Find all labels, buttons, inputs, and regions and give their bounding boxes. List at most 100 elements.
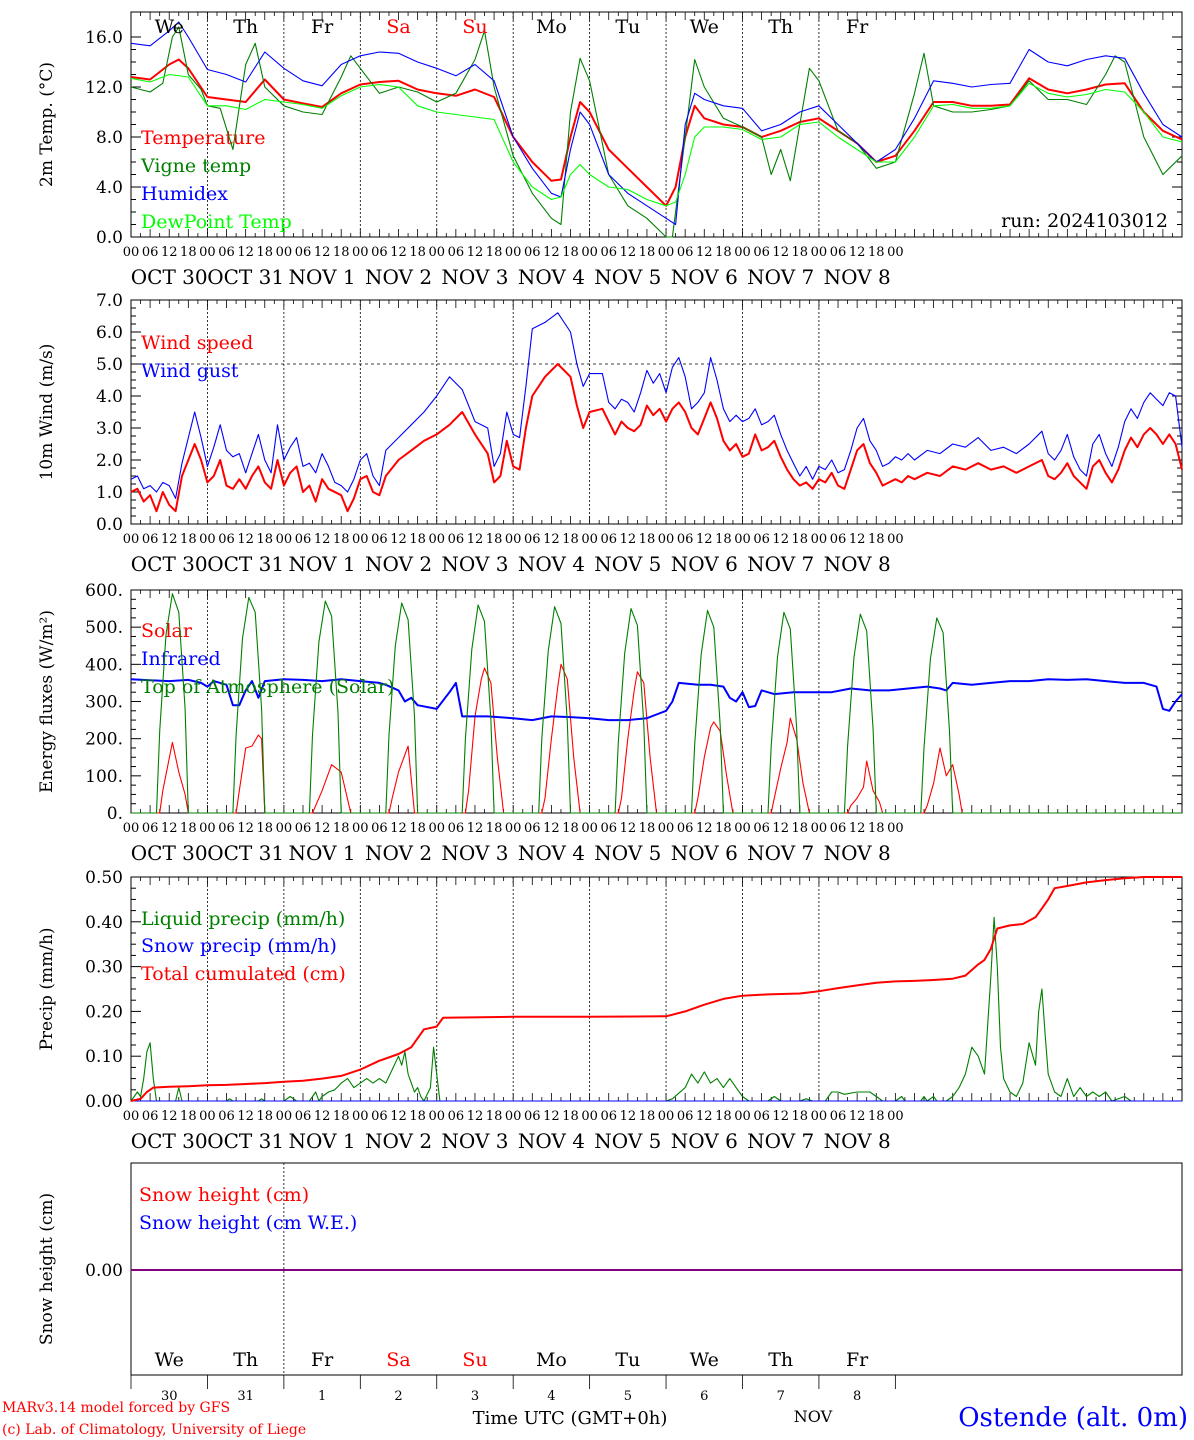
weekday-label: Fr [311,1349,334,1371]
hour-label: 00 [811,532,828,547]
weekday-label: Tu [615,16,640,38]
hour-label: 18 [486,245,503,260]
hour-label: 12 [620,532,637,547]
hour-label: 06 [524,1109,541,1124]
hour-label: 00 [658,245,675,260]
hour-label: 06 [524,821,541,836]
hour-label: 12 [696,532,713,547]
hour-label: 18 [792,532,809,547]
hour-label: 00 [581,1109,598,1124]
hour-label: 18 [256,821,273,836]
panel-axes: 0. 100. 200. 300. 400. 500. 600. Energy fluxes … [37,581,1183,824]
hour-label: 12 [620,1109,637,1124]
date-label: NOV 5 [594,552,661,576]
series-line-top-of-atmosphere-solar- [131,593,1182,814]
hour-label: 06 [524,532,541,547]
hour-label: 18 [486,1109,503,1124]
hour-label: 12 [543,245,560,260]
date-label: OCT 31 [207,265,284,289]
legend-entry: Humidex [141,183,228,205]
y-tick-label: 0.00 [85,1261,123,1281]
hour-label: 12 [237,1109,254,1124]
month-label: NOV [794,1407,833,1426]
hour-label: 00 [276,532,293,547]
hour-label: 06 [295,821,312,836]
y-tick-label: 600. [85,581,123,601]
hour-label: 00 [123,245,140,260]
day-number-label: 31 [237,1389,254,1404]
hour-label: 18 [180,245,197,260]
day-number-label: 8 [853,1389,861,1404]
hour-label: 00 [123,821,140,836]
hour-label: 06 [830,245,847,260]
hour-label: 12 [467,1109,484,1124]
hour-label: 12 [161,245,178,260]
hour-label: 18 [256,1109,273,1124]
hour-label: 12 [620,821,637,836]
legend-entry: Snow precip (mm/h) [141,935,337,957]
date-label: OCT 30 [131,552,208,576]
run-annotation: run: 2024103012 [1001,210,1168,232]
date-label: NOV 1 [289,1129,356,1153]
hour-label: 00 [428,821,445,836]
hour-label: 12 [390,532,407,547]
hour-label: 12 [849,821,866,836]
hour-label: 12 [161,1109,178,1124]
day-number-label: 6 [700,1389,708,1404]
y-tick-label: 100. [85,767,123,787]
series-line-dewpoint-temp [130,73,1183,207]
hour-label: 00 [581,245,598,260]
hour-label: 12 [772,245,789,260]
series-line-wind-speed [130,363,1183,513]
date-label: OCT 31 [207,552,284,576]
hour-label: 06 [753,245,770,260]
y-tick-label: 0.30 [85,958,123,978]
legend-entry: Total cumulated (cm) [141,963,346,985]
date-label: NOV 5 [594,841,661,865]
hour-label: 06 [753,821,770,836]
date-label: NOV 5 [594,265,661,289]
series-line-temperature [130,58,1183,207]
hour-label: 06 [371,1109,388,1124]
weekday-label: We [690,1349,719,1371]
hour-label: 00 [352,1109,369,1124]
hour-label: 00 [581,532,598,547]
hour-label: 06 [448,821,465,836]
hour-label: 18 [639,532,656,547]
hour-label: 06 [677,245,694,260]
y-axis-label: 10m Wind (m/s) [37,344,57,481]
hour-label: 00 [734,821,751,836]
y-tick-label: 12.0 [85,78,123,98]
hour-label: 00 [199,532,216,547]
hour-label: 12 [314,1109,331,1124]
hour-label: 00 [887,532,904,547]
date-label: NOV 8 [824,841,891,865]
hour-label: 06 [830,821,847,836]
legend-entry: Wind gust [141,360,239,382]
date-label: NOV 2 [365,1129,432,1153]
date-label: NOV 4 [518,1129,585,1153]
hour-label: 18 [180,821,197,836]
series-line-infrared [130,678,1183,722]
hour-label: 18 [409,1109,426,1124]
hour-label: 06 [600,821,617,836]
hour-label: 06 [218,532,235,547]
hour-label: 18 [333,821,350,836]
hour-label: 00 [123,532,140,547]
hour-label: 18 [486,821,503,836]
y-tick-label: 5.0 [96,355,123,375]
hour-label: 06 [218,1109,235,1124]
hour-label: 06 [677,1109,694,1124]
hour-label: 06 [371,821,388,836]
date-label: NOV 4 [518,552,585,576]
y-tick-label: 6.0 [96,323,123,343]
hour-label: 18 [562,1109,579,1124]
weekday-label: We [155,16,184,38]
hour-label: 12 [696,1109,713,1124]
weekday-label: Su [462,16,487,38]
weekday-label: Th [768,1349,793,1371]
hour-label: 06 [448,532,465,547]
hour-label: 00 [276,245,293,260]
hour-label: 18 [180,532,197,547]
hour-label: 18 [792,821,809,836]
